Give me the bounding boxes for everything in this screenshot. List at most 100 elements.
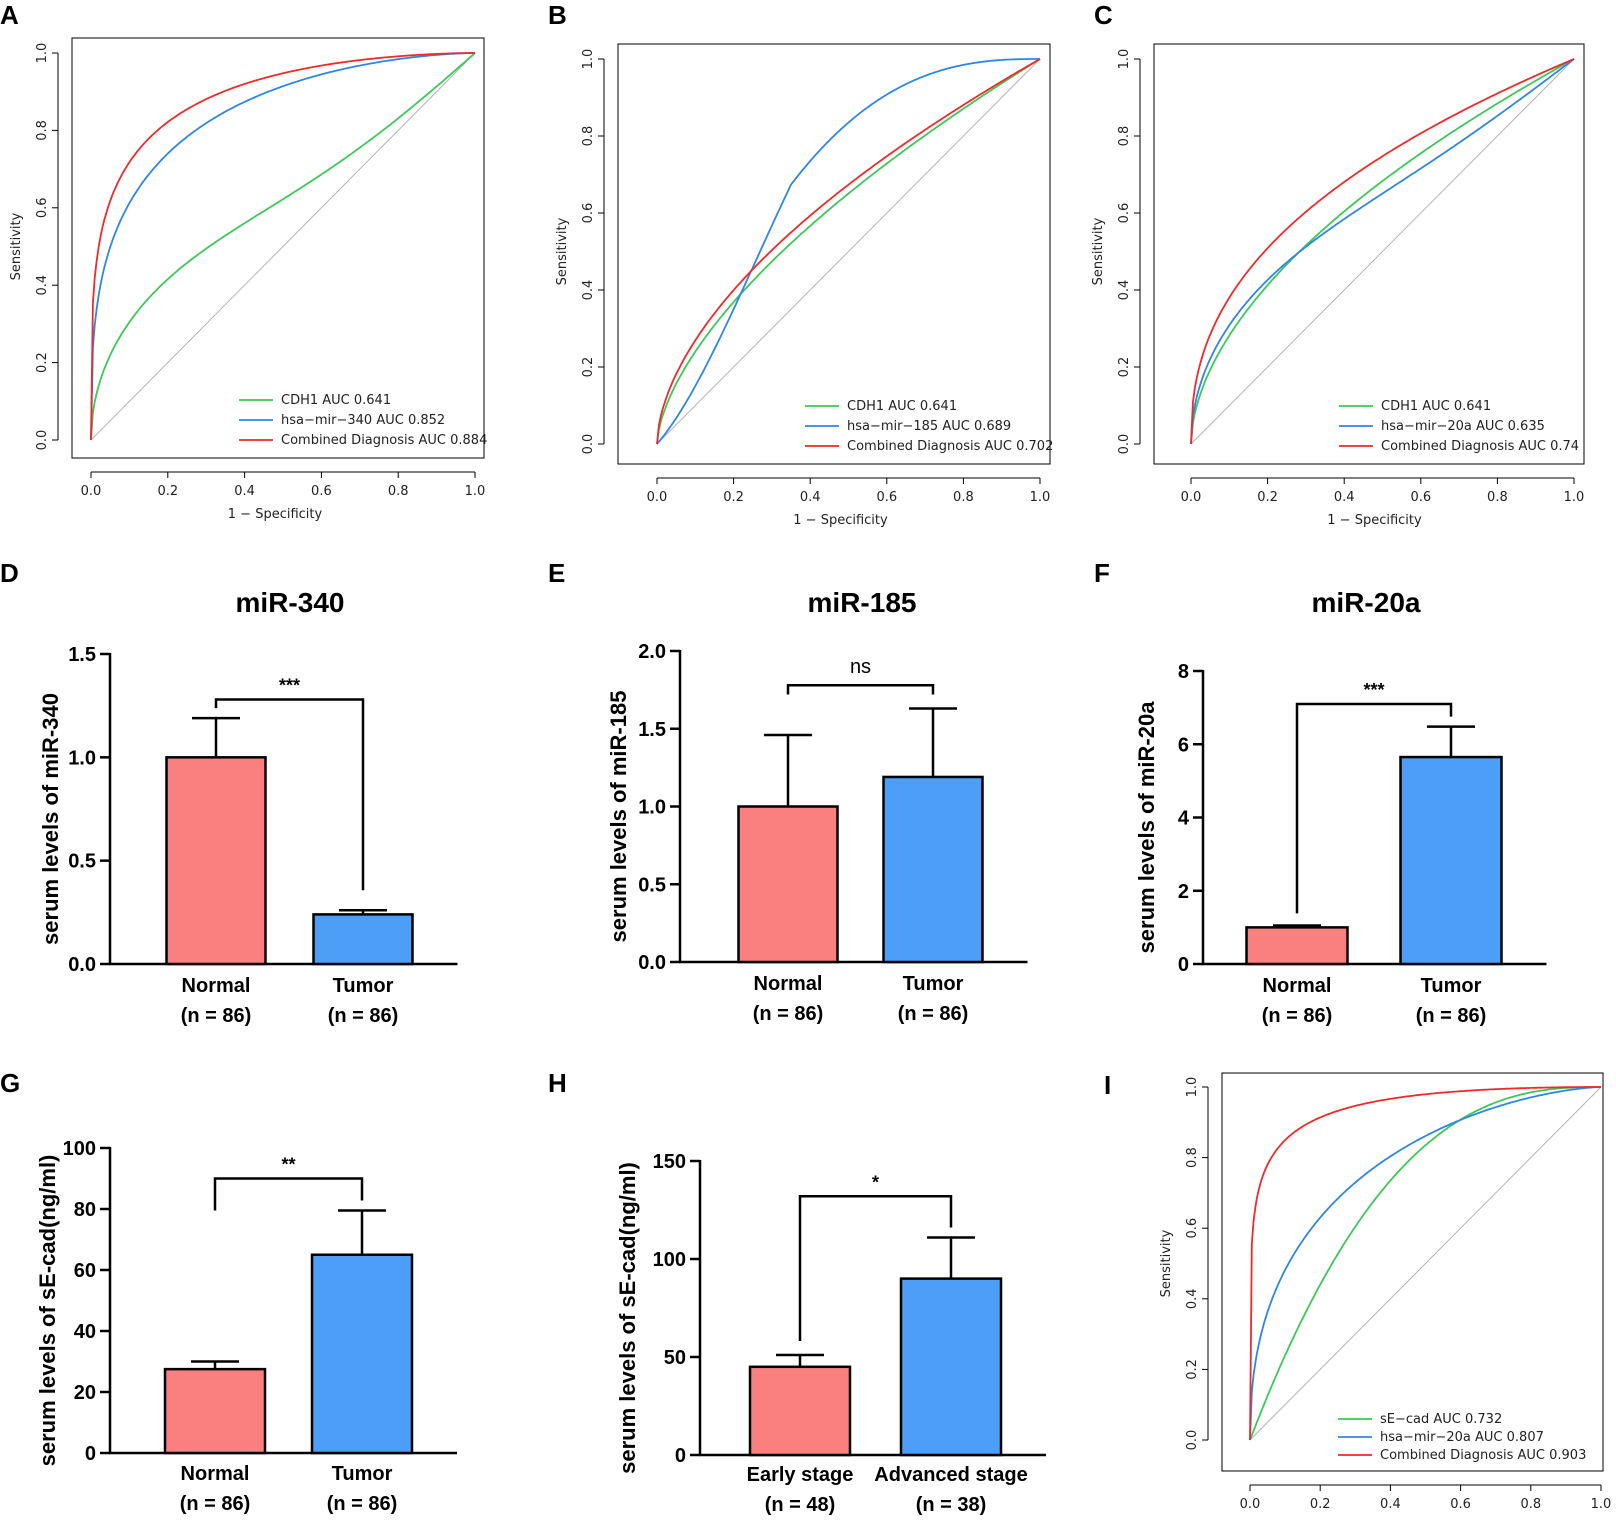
x-tick-label: 0.4 [1334,490,1355,505]
category-label: Early stage [747,1464,854,1486]
y-tick-label: 0.0 [1117,434,1132,455]
category-label: Normal [182,975,251,997]
y-axis-label: serum levels of miR-20a [1134,701,1159,954]
y-tick-label: 1.5 [68,644,96,666]
y-tick-label: 0 [1178,954,1189,976]
y-tick-label: 1.0 [1117,49,1132,70]
x-tick-label: 1.0 [1030,490,1051,505]
y-axis: 0.0 0.2 0.4 0.6 0.8 1.0 [1185,1077,1209,1451]
x-tick-label: 0.6 [1450,1497,1471,1512]
bar-panel-h: H 0 50 100 150 serum levels of sE-cad(ng/ml) E… [548,1068,1046,1516]
x-axis: 0.0 0.2 0.4 0.6 0.8 1.0 [81,471,486,499]
y-tick-label: 6 [1178,734,1189,756]
y-tick-label: 0.6 [1185,1218,1200,1239]
x-axis: 0.0 0.2 0.4 0.6 0.8 1.0 [647,477,1051,505]
x-tick-label: 0.6 [1410,490,1431,505]
y-tick-label: 150 [653,1151,686,1173]
legend-label: CDH1 AUC 0.641 [281,393,391,408]
y-axis-label: serum levels of sE-cad(ng/ml) [35,1155,60,1467]
x-tick-label: 0.0 [1240,1497,1261,1512]
y-tick-label: 8 [1178,661,1189,683]
y-axis-label: Sensitivity [1159,1229,1174,1297]
legend: CDH1 AUC 0.641 hsa−mir−340 AUC 0.852 Combi… [239,393,487,448]
legend-label: Combined Diagnosis AUC 0.903 [1380,1448,1586,1463]
y-tick-label: 1.0 [638,797,666,819]
chart-title: miR-340 [236,587,345,618]
y-tick-label: 0.0 [68,954,96,976]
y-tick-label: 1.0 [1185,1077,1200,1098]
x-tick-label: 1.0 [1564,490,1585,505]
roc-panel-c: C 0.0 0.2 0.4 0.6 0.8 1.0 0.0 0.2 0.4 0.6 0.8 1.0 1 −… [1091,0,1585,528]
y-tick-label: 1.0 [68,747,96,769]
y-tick-label: 0.6 [581,203,596,224]
y-axis-label: Sensitivity [9,212,24,280]
significance-label: *** [1363,680,1384,700]
x-axis-label: 1 − Specificity [1327,513,1422,528]
significance-bracket [786,683,935,695]
y-tick-label: 0.5 [638,874,666,896]
y-axis-label: Sensitivity [555,217,570,285]
roc-curve-2 [656,58,1040,445]
y-axis: 0.0 0.2 0.4 0.6 0.8 1.0 [35,43,59,451]
roc-panel-i: I0.00.20.40.60.81.00.00.20.40.60.81.01 −… [1104,1070,1611,1521]
y-tick-label: 1.5 [638,719,666,741]
y-tick-label: 0.4 [1117,280,1132,301]
bar-1 [737,805,839,964]
y-axis: 0.0 0.2 0.4 0.6 0.8 1.0 [581,49,605,455]
category-count: (n = 86) [180,1493,251,1515]
panel-letter: B [548,0,567,30]
y-tick-label: 0.0 [1185,1430,1200,1451]
bar-2 [310,1253,414,1455]
legend-label: CDH1 AUC 0.641 [1381,399,1491,414]
x-tick-label: 0.8 [1520,1497,1541,1512]
x-tick-label: 0.0 [647,490,668,505]
y-tick-label: 0.2 [1185,1359,1200,1380]
x-tick-label: 0.0 [81,484,102,499]
x-tick-label: 0.8 [953,490,974,505]
significance-label: ns [850,656,871,678]
y-tick-label: 1.0 [581,49,596,70]
category-label: Tumor [332,1463,393,1485]
y-tick-label: 60 [74,1260,96,1282]
legend: sE−cad AUC 0.732 hsa−mir−20a AUC 0.807 Com… [1338,1412,1586,1463]
chart-title: miR-185 [808,587,917,618]
category-label: Tumor [1421,975,1482,997]
category-count: (n = 86) [1262,1005,1333,1027]
significance-label: * [872,1172,879,1192]
category-label: Advanced stage [874,1464,1027,1486]
y-axis: 0.0 0.2 0.4 0.6 0.8 1.0 [1117,49,1141,455]
legend: CDH1 AUC 0.641 hsa−mir−185 AUC 0.689 Combi… [805,399,1053,454]
y-tick-label: 0.2 [581,357,596,378]
category-label: Tumor [333,975,394,997]
panel-letter: D [0,558,19,588]
x-axis: 0.0 0.2 0.4 0.6 0.8 1.0 [1181,477,1585,505]
x-tick-label: 0.4 [1380,1497,1401,1512]
category-count: (n = 86) [327,1493,398,1515]
significance-label: *** [279,675,300,695]
roc-panel-b: B 0.0 0.2 0.4 0.6 0.8 1.0 0.0 0.2 0.4 0.6 0.8 1.0 1 −… [548,0,1053,528]
x-tick-label: 0.2 [1310,1497,1331,1512]
legend-label: sE−cad AUC 0.732 [1380,1412,1502,1427]
significance-bracket [1295,702,1453,914]
x-axis: 0.0 0.2 0.4 0.6 0.8 1.0 [1240,1484,1611,1512]
bar-1 [748,1365,852,1457]
legend-label: Combined Diagnosis AUC 0.74 [1381,439,1579,454]
x-tick-label: 0.2 [723,490,744,505]
y-tick-label: 1.0 [35,43,50,64]
x-tick-label: 0.6 [311,484,332,499]
x-tick-label: 0.4 [234,484,255,499]
x-tick-label: 1.0 [465,484,486,499]
panel-letter: I [1104,1070,1111,1100]
y-tick-label: 2 [1178,881,1189,903]
panel-letter: F [1094,558,1110,588]
legend-label: hsa−mir−185 AUC 0.689 [847,419,1011,434]
chance-diagonal [656,58,1041,445]
roc-curve-1 [1190,58,1575,445]
y-tick-label: 0.0 [581,434,596,455]
y-tick-label: 0.0 [35,430,50,451]
y-tick-label: 0.2 [1117,357,1132,378]
